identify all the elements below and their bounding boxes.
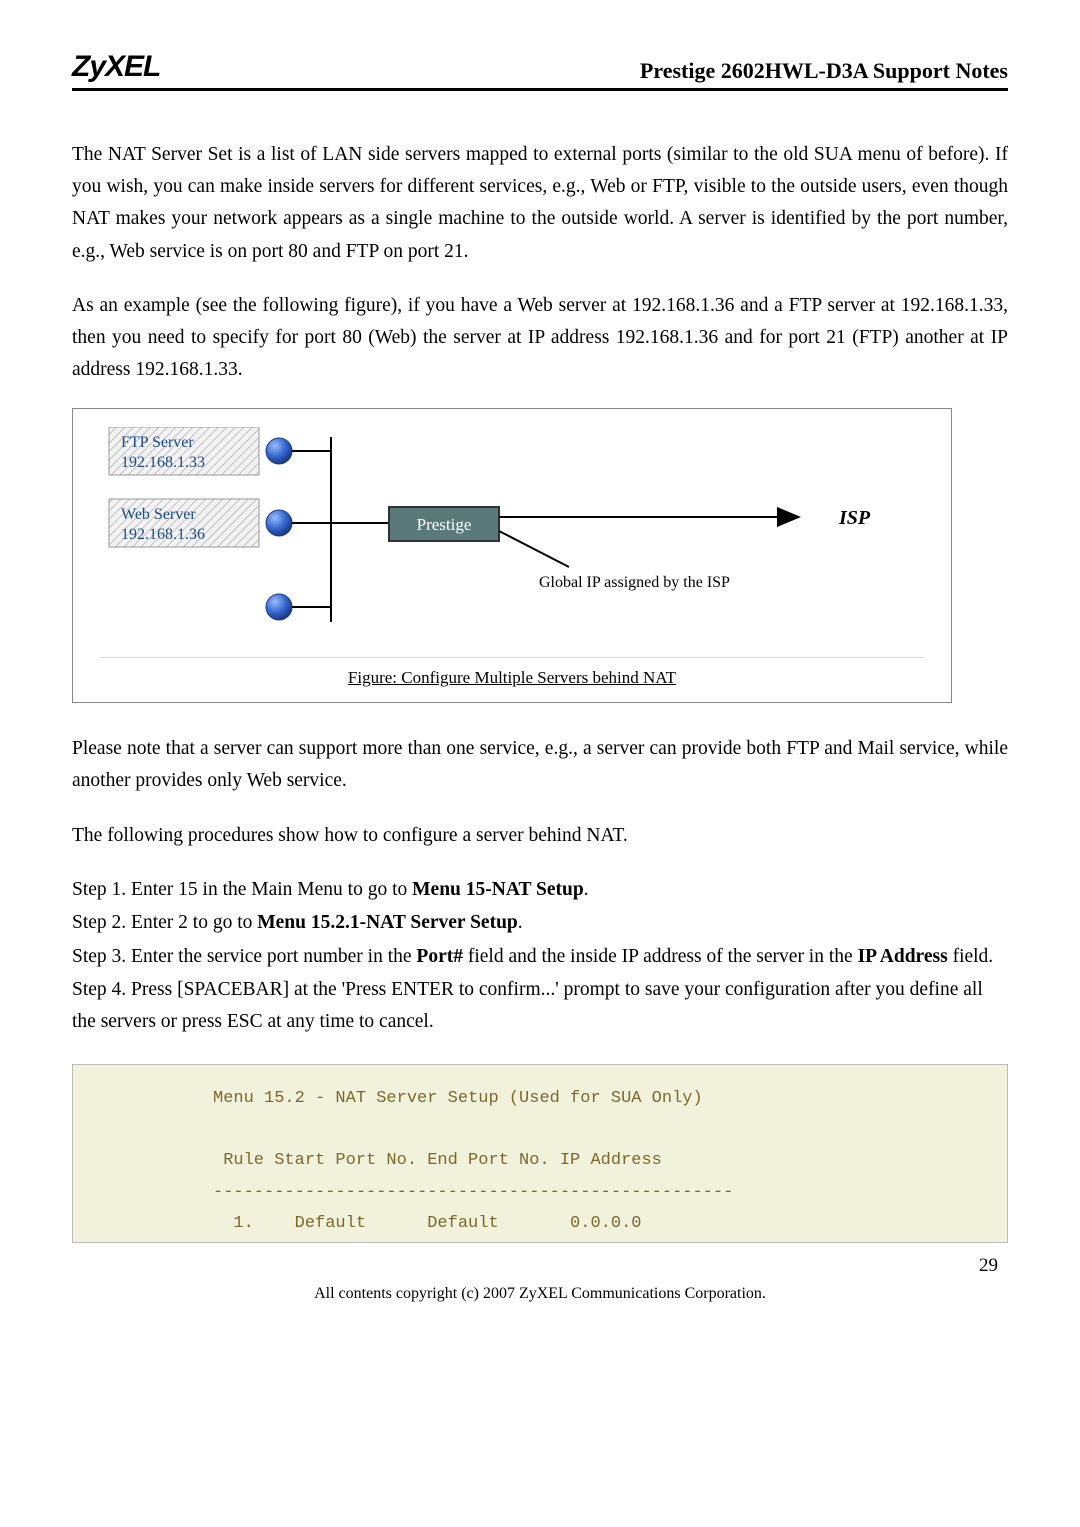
footer: All contents copyright (c) 2007 ZyXEL Co… <box>72 1285 1008 1303</box>
step-1: Step 1. Enter 15 in the Main Menu to go … <box>72 874 1008 906</box>
steps-block: Step 1. Enter 15 in the Main Menu to go … <box>72 874 1008 1038</box>
prestige-label: Prestige <box>417 515 472 534</box>
doc-title: Prestige 2602HWL-D3A Support Notes <box>640 58 1008 84</box>
global-ip-line <box>499 531 569 567</box>
term-sep: ----------------------------------------… <box>213 1183 733 1202</box>
page: ZyXEL Prestige 2602HWL-D3A Support Notes… <box>0 0 1080 1333</box>
paragraph-3: Please note that a server can support mo… <box>72 733 1008 797</box>
step-4: Step 4. Press [SPACEBAR] at the 'Press E… <box>72 974 1008 1037</box>
web-node-icon <box>266 510 292 536</box>
step-2: Step 2. Enter 2 to go to Menu 15.2.1-NAT… <box>72 907 1008 939</box>
isp-label: ISP <box>838 507 871 529</box>
extra-node-icon <box>266 594 292 620</box>
network-diagram: FTP Server 192.168.1.33 Web Server 192.1… <box>99 427 919 637</box>
term-header: Rule Start Port No. End Port No. IP Addr… <box>213 1151 662 1170</box>
ftp-node-icon <box>266 438 292 464</box>
web-ip: 192.168.1.36 <box>121 526 205 543</box>
page-header: ZyXEL Prestige 2602HWL-D3A Support Notes <box>72 50 1008 91</box>
global-ip-label: Global IP assigned by the ISP <box>539 574 730 591</box>
logo: ZyXEL <box>72 50 160 84</box>
ftp-ip: 192.168.1.33 <box>121 454 205 471</box>
web-label: Web Server <box>121 506 196 523</box>
paragraph-2: As an example (see the following figure)… <box>72 290 1008 387</box>
terminal-content: Menu 15.2 - NAT Server Setup (Used for S… <box>83 1083 997 1240</box>
step-3: Step 3. Enter the service port number in… <box>72 941 1008 973</box>
ftp-label: FTP Server <box>121 434 194 451</box>
terminal-box: Menu 15.2 - NAT Server Setup (Used for S… <box>72 1064 1008 1243</box>
term-row-1: 1. Default Default 0.0.0.0 <box>213 1214 641 1233</box>
page-number: 29 <box>72 1255 1008 1277</box>
diagram-caption: Figure: Configure Multiple Servers behin… <box>99 657 925 688</box>
diagram-container: FTP Server 192.168.1.33 Web Server 192.1… <box>72 408 952 703</box>
term-title: Menu 15.2 - NAT Server Setup (Used for S… <box>213 1089 703 1108</box>
paragraph-1: The NAT Server Set is a list of LAN side… <box>72 139 1008 268</box>
paragraph-4: The following procedures show how to con… <box>72 820 1008 852</box>
